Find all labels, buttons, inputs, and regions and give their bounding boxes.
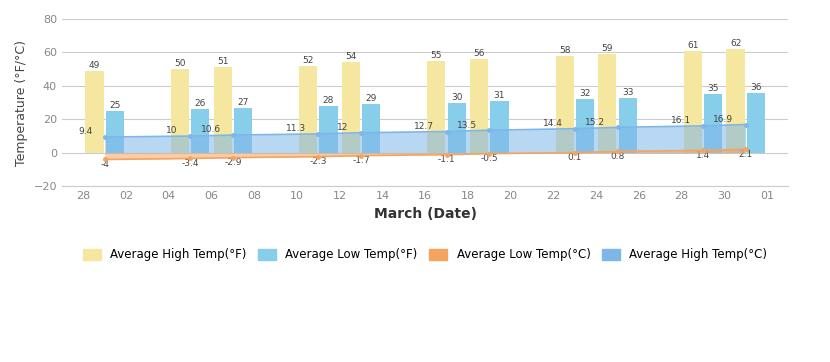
Legend: Average High Temp(°F), Average Low Temp(°F), Average Low Temp(°C), Average High : Average High Temp(°F), Average Low Temp(… <box>77 243 774 267</box>
Bar <box>171 69 189 153</box>
Text: 14.4: 14.4 <box>543 119 563 128</box>
Text: 36: 36 <box>750 83 762 92</box>
Bar <box>85 71 104 153</box>
Bar <box>470 59 488 153</box>
Text: 0.8: 0.8 <box>610 152 625 161</box>
Text: 51: 51 <box>217 58 228 67</box>
Text: 29: 29 <box>365 94 377 103</box>
Y-axis label: Temperature (°F/°C): Temperature (°F/°C) <box>15 39 28 166</box>
Bar <box>684 51 702 153</box>
Bar <box>427 61 446 153</box>
Text: 16.9: 16.9 <box>713 115 734 124</box>
X-axis label: March (Date): March (Date) <box>374 207 476 221</box>
Text: 13.5: 13.5 <box>457 121 477 130</box>
Text: 50: 50 <box>174 59 186 68</box>
Text: 30: 30 <box>451 93 462 102</box>
Text: 56: 56 <box>473 49 485 58</box>
Bar <box>491 101 509 153</box>
Text: -3.4: -3.4 <box>182 159 199 168</box>
Text: 35: 35 <box>707 84 719 93</box>
Text: 28: 28 <box>323 96 334 105</box>
Bar <box>555 56 574 153</box>
Text: 52: 52 <box>302 56 314 65</box>
Bar <box>299 66 317 153</box>
Text: -4: -4 <box>100 160 109 169</box>
Text: 0.1: 0.1 <box>568 153 582 163</box>
Bar <box>213 67 232 153</box>
Text: 16.1: 16.1 <box>671 116 691 125</box>
Text: 11.3: 11.3 <box>286 124 306 133</box>
Text: 33: 33 <box>622 88 633 97</box>
Text: 1.4: 1.4 <box>696 151 710 160</box>
Text: 26: 26 <box>194 99 206 108</box>
Bar <box>105 111 124 153</box>
Bar <box>726 49 745 153</box>
Text: 49: 49 <box>89 61 100 70</box>
Text: 12: 12 <box>338 123 349 132</box>
Bar <box>747 93 765 153</box>
Text: 9.4: 9.4 <box>78 127 92 136</box>
Text: 2.1: 2.1 <box>739 150 753 159</box>
Text: 54: 54 <box>345 52 357 62</box>
Text: 32: 32 <box>579 89 591 98</box>
Text: 12.7: 12.7 <box>414 122 434 131</box>
Text: 55: 55 <box>431 51 442 60</box>
Text: -0.5: -0.5 <box>481 155 498 164</box>
Bar <box>618 98 637 153</box>
Bar <box>576 99 594 153</box>
Bar <box>362 104 380 153</box>
Text: 62: 62 <box>730 39 741 48</box>
Text: 27: 27 <box>237 98 249 107</box>
Bar <box>234 108 252 153</box>
Text: 31: 31 <box>494 91 505 100</box>
Text: 10: 10 <box>166 126 178 135</box>
Text: 25: 25 <box>109 101 120 110</box>
Text: 59: 59 <box>602 44 613 53</box>
Text: -2.3: -2.3 <box>310 157 327 167</box>
Text: 58: 58 <box>559 46 570 55</box>
Text: -1.1: -1.1 <box>437 155 456 164</box>
Bar <box>320 106 338 153</box>
Text: 10.6: 10.6 <box>201 125 221 134</box>
Text: 61: 61 <box>687 41 699 50</box>
Bar <box>191 109 209 153</box>
Text: 15.2: 15.2 <box>585 118 605 127</box>
Bar <box>598 54 617 153</box>
Text: -2.9: -2.9 <box>224 159 242 168</box>
Bar <box>447 102 466 153</box>
Bar <box>704 94 722 153</box>
Bar <box>342 63 360 153</box>
Text: -1.7: -1.7 <box>352 156 370 165</box>
